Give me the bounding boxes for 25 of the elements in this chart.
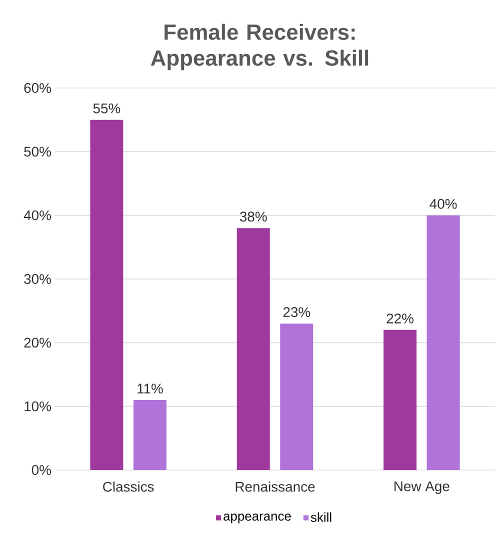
bar xyxy=(133,400,166,470)
data-label: 40% xyxy=(430,198,457,209)
y-tick-label: 30% xyxy=(24,274,51,284)
x-tick-label: Renaissance xyxy=(236,481,315,492)
y-tick-label: 60% xyxy=(24,83,51,93)
data-label: 55% xyxy=(93,103,120,114)
y-tick-label: 20% xyxy=(24,338,51,348)
bar xyxy=(280,324,314,470)
bar xyxy=(236,228,270,470)
data-label: 23% xyxy=(283,307,310,318)
data-label: 22% xyxy=(386,314,414,324)
y-tick-label: 10% xyxy=(24,401,51,412)
x-tick-label: New Age xyxy=(394,481,450,494)
x-tick-label: Classics xyxy=(103,481,154,492)
data-label: 11% xyxy=(138,384,163,394)
bar xyxy=(384,330,417,470)
chart-title: Female Receivers: Appearance vs. Skill xyxy=(150,24,368,70)
y-tick-label: 0% xyxy=(32,465,51,475)
bar xyxy=(426,215,460,470)
bar xyxy=(90,120,124,470)
legend-label: appearance xyxy=(224,514,291,524)
y-tick-label: 40% xyxy=(24,210,51,220)
data-label: 38% xyxy=(240,212,267,222)
y-tick-label: 50% xyxy=(24,146,51,157)
legend-label: skill xyxy=(310,512,332,522)
